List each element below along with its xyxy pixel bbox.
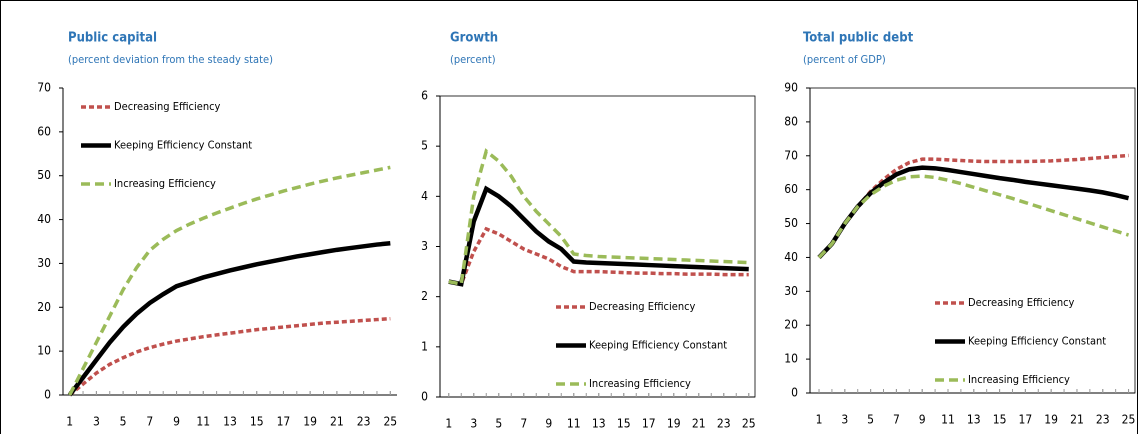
y-tick-label: 4 bbox=[421, 189, 428, 203]
x-tick-label: 23 bbox=[1096, 413, 1110, 427]
x-tick-label: 5 bbox=[867, 413, 874, 427]
legend-label: Increasing Efficiency bbox=[114, 177, 216, 190]
chart-subtitle: (percent) bbox=[450, 53, 496, 66]
x-tick-label: 1 bbox=[66, 415, 73, 429]
chart-subtitle: (percent of GDP) bbox=[803, 53, 886, 66]
y-tick-label: 90 bbox=[784, 81, 798, 95]
x-tick-label: 13 bbox=[223, 415, 237, 429]
y-tick-label: 40 bbox=[784, 250, 798, 264]
legend-label: Decreasing Efficiency bbox=[589, 300, 696, 313]
x-tick-label: 23 bbox=[357, 415, 371, 429]
y-tick-label: 60 bbox=[37, 124, 51, 138]
y-tick-label: 0 bbox=[791, 386, 798, 400]
chart-title: Total public debt bbox=[803, 31, 914, 46]
y-tick-label: 30 bbox=[784, 284, 798, 298]
x-tick-label: 23 bbox=[717, 417, 731, 431]
y-tick-label: 80 bbox=[784, 114, 798, 128]
x-tick-label: 21 bbox=[692, 417, 706, 431]
y-tick-label: 70 bbox=[784, 148, 798, 162]
legend-label: Keeping Efficiency Constant bbox=[114, 139, 252, 152]
series-line bbox=[67, 241, 391, 397]
series-line bbox=[448, 185, 749, 287]
x-tick-label: 13 bbox=[967, 413, 981, 427]
y-tick-label: 50 bbox=[37, 168, 51, 182]
x-tick-label: 11 bbox=[941, 413, 955, 427]
x-tick-label: 17 bbox=[642, 417, 656, 431]
chart-title: Growth bbox=[450, 31, 498, 46]
y-tick-label: 1 bbox=[421, 339, 428, 353]
x-tick-label: 17 bbox=[277, 415, 291, 429]
legend-label: Keeping Efficiency Constant bbox=[589, 339, 727, 352]
y-tick-label: 20 bbox=[37, 300, 51, 314]
y-tick-label: 40 bbox=[37, 212, 51, 226]
y-tick-label: 0 bbox=[421, 390, 428, 404]
x-tick-label: 5 bbox=[495, 417, 502, 431]
x-tick-label: 3 bbox=[841, 413, 848, 427]
plot-frame bbox=[439, 95, 756, 398]
x-tick-label: 13 bbox=[592, 417, 606, 431]
x-tick-label: 3 bbox=[470, 417, 477, 431]
x-tick-label: 1 bbox=[445, 417, 452, 431]
x-tick-label: 15 bbox=[993, 413, 1007, 427]
y-tick-label: 10 bbox=[37, 344, 51, 358]
y-tick-label: 5 bbox=[421, 139, 428, 153]
series-line bbox=[448, 148, 749, 287]
chart-title: Public capital bbox=[68, 31, 157, 46]
y-tick-label: 50 bbox=[784, 216, 798, 230]
x-tick-label: 19 bbox=[303, 415, 317, 429]
legend-label: Increasing Efficiency bbox=[589, 377, 691, 390]
legend-label: Keeping Efficiency Constant bbox=[968, 335, 1106, 348]
series-line bbox=[68, 316, 391, 397]
x-tick-label: 19 bbox=[667, 417, 681, 431]
y-tick-label: 60 bbox=[784, 182, 798, 196]
x-tick-label: 9 bbox=[173, 415, 180, 429]
x-tick-label: 11 bbox=[196, 415, 210, 429]
x-tick-label: 21 bbox=[1070, 413, 1084, 427]
x-tick-label: 7 bbox=[146, 415, 153, 429]
x-tick-label: 3 bbox=[93, 415, 100, 429]
x-tick-label: 25 bbox=[1122, 413, 1136, 427]
y-tick-label: 3 bbox=[421, 239, 428, 253]
series-line bbox=[448, 226, 749, 287]
x-tick-label: 7 bbox=[520, 417, 527, 431]
x-tick-label: 17 bbox=[1019, 413, 1033, 427]
x-tick-label: 5 bbox=[120, 415, 127, 429]
x-tick-label: 9 bbox=[919, 413, 926, 427]
series-line bbox=[817, 153, 1129, 259]
x-tick-label: 15 bbox=[250, 415, 264, 429]
x-tick-label: 25 bbox=[383, 415, 397, 429]
series-line bbox=[817, 174, 1130, 259]
x-tick-label: 19 bbox=[1044, 413, 1058, 427]
y-tick-label: 0 bbox=[44, 388, 51, 402]
x-tick-label: 15 bbox=[617, 417, 631, 431]
x-tick-label: 25 bbox=[742, 417, 756, 431]
x-tick-label: 11 bbox=[567, 417, 581, 431]
x-tick-label: 21 bbox=[330, 415, 344, 429]
legend-label: Decreasing Efficiency bbox=[968, 296, 1075, 309]
x-tick-label: 1 bbox=[816, 413, 823, 427]
chart-subtitle: (percent deviation from the steady state… bbox=[68, 53, 273, 66]
y-tick-label: 30 bbox=[37, 256, 51, 270]
legend-label: Decreasing Efficiency bbox=[114, 100, 221, 113]
y-tick-label: 10 bbox=[784, 352, 798, 366]
y-tick-label: 2 bbox=[421, 289, 428, 303]
y-tick-label: 70 bbox=[37, 81, 51, 95]
y-tick-label: 20 bbox=[784, 318, 798, 332]
legend-label: Increasing Efficiency bbox=[968, 373, 1070, 386]
y-tick-label: 6 bbox=[421, 89, 428, 103]
x-tick-label: 7 bbox=[893, 413, 900, 427]
series-line bbox=[68, 165, 391, 396]
series-line bbox=[817, 165, 1130, 259]
x-tick-label: 9 bbox=[545, 417, 552, 431]
